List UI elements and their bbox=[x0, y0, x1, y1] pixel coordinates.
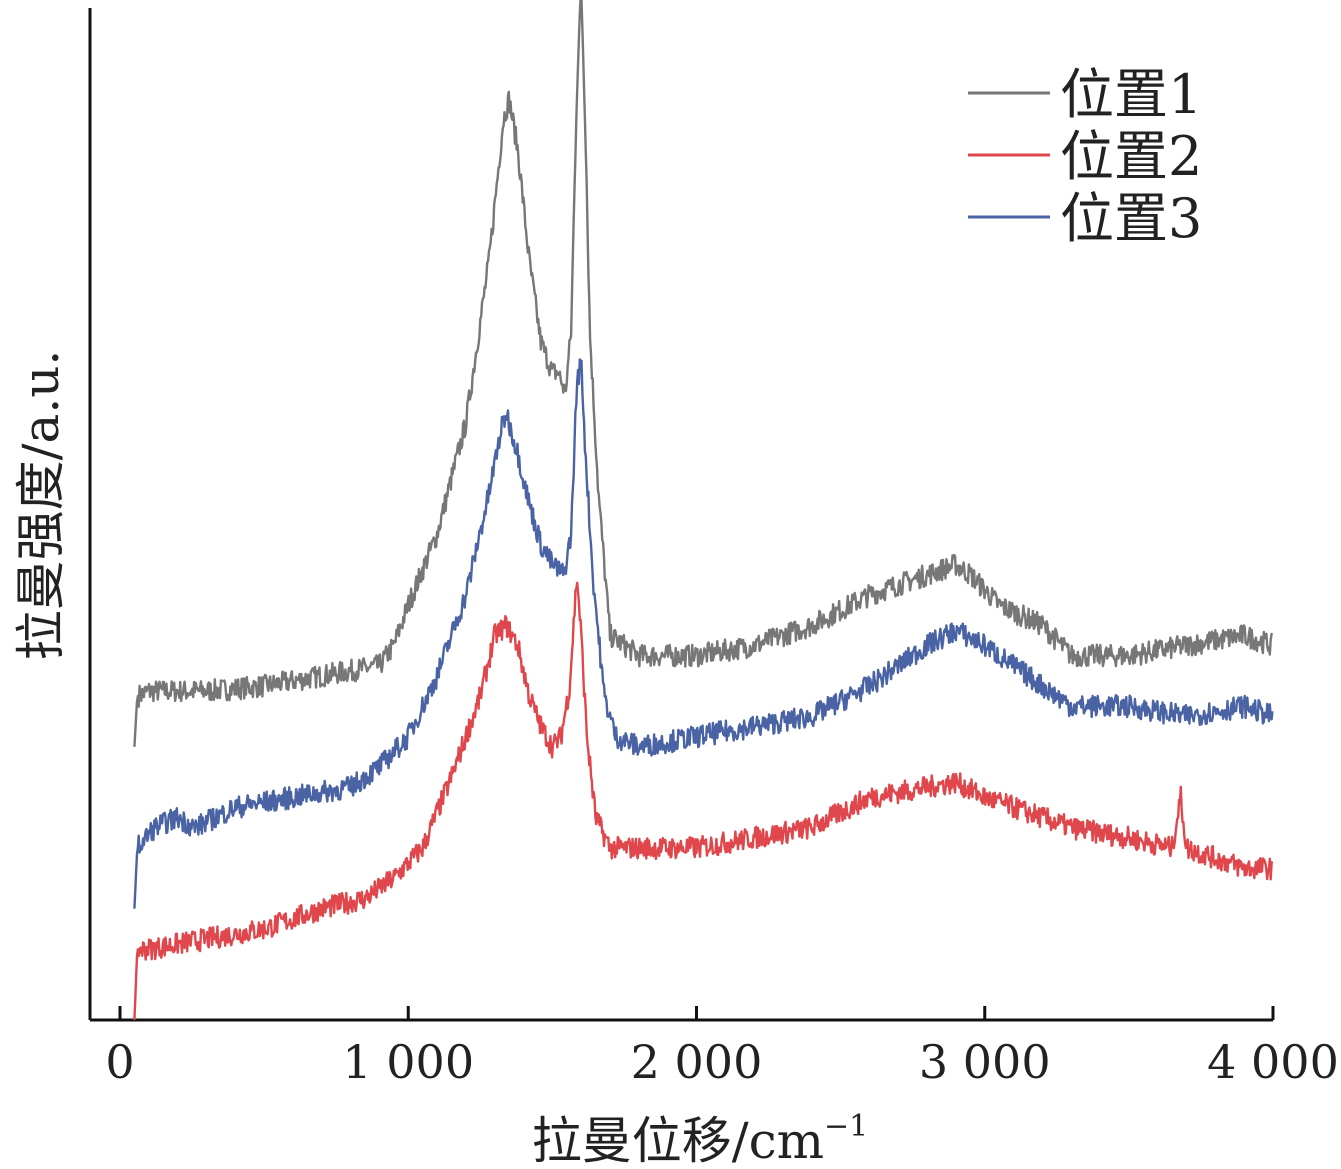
x-ticks: 0 1 000 2 000 3 000 4 000 bbox=[105, 1006, 1339, 1089]
series-layer bbox=[133, 0, 1274, 1021]
x-axis-title-text: 拉曼位移/cm bbox=[532, 1112, 824, 1169]
legend-label-1: 位置1 bbox=[1060, 63, 1202, 126]
x-tick-label: 4 000 bbox=[1207, 1035, 1339, 1089]
series-line-2 bbox=[133, 581, 1274, 1021]
x-tick-label: 2 000 bbox=[631, 1035, 763, 1089]
x-tick-label: 3 000 bbox=[919, 1035, 1051, 1089]
legend-label-2: 位置2 bbox=[1060, 125, 1202, 188]
y-axis-title: 拉曼强度/a.u. bbox=[12, 350, 70, 661]
series-line-1 bbox=[133, 0, 1274, 747]
legend-label-3: 位置3 bbox=[1060, 187, 1202, 250]
x-axis-title-superscript: −1 bbox=[824, 1109, 868, 1144]
series-line-3 bbox=[133, 358, 1274, 909]
axes: 0 1 000 2 000 3 000 4 000 bbox=[88, 8, 1339, 1089]
x-tick-label: 1 000 bbox=[342, 1035, 474, 1089]
x-axis-title: 拉曼位移/cm−1 bbox=[532, 1109, 869, 1169]
x-tick-label: 0 bbox=[105, 1035, 134, 1089]
